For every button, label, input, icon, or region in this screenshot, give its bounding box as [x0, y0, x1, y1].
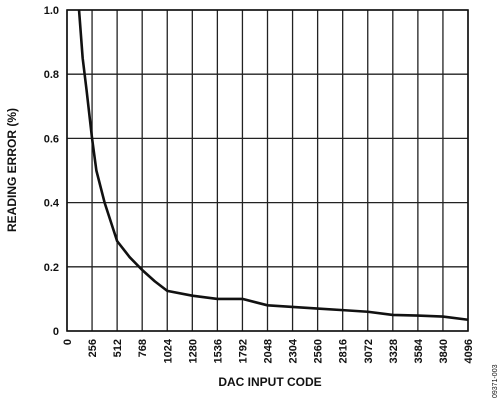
x-tick-label: 2816 [338, 339, 350, 363]
x-tick-label: 4096 [463, 339, 475, 363]
y-tick-label: 0.2 [44, 262, 59, 274]
y-tick-label: 0.6 [44, 133, 59, 145]
x-tick-label: 3328 [388, 339, 400, 363]
x-tick-label: 2304 [288, 338, 300, 363]
y-tick-label: 0 [53, 326, 59, 338]
y-tick-label: 0.4 [44, 198, 60, 210]
x-tick-label: 1024 [162, 338, 174, 363]
x-tick-label: 2048 [263, 339, 275, 363]
x-tick-label: 512 [112, 339, 124, 357]
y-axis-label: READING ERROR (%) [5, 108, 19, 232]
data-line [77, 9, 469, 322]
x-tick-label: 1792 [237, 339, 249, 363]
plot-frame [66, 9, 469, 332]
y-tick-label: 0.8 [44, 69, 59, 81]
x-tick-label: 1280 [187, 339, 199, 363]
y-tick-label: 1.0 [44, 5, 59, 17]
x-tick-label: 0 [62, 339, 74, 345]
x-tick-label: 3584 [413, 338, 425, 363]
x-axis-label: DAC INPUT CODE [218, 375, 321, 389]
x-tick-label: 3072 [363, 339, 375, 363]
x-tick-label: 3840 [438, 339, 450, 363]
x-tick-label: 256 [87, 339, 99, 357]
x-tick-label: 2560 [313, 339, 325, 363]
figure-id: 09371-003 [492, 364, 499, 398]
x-tick-label: 1536 [212, 339, 224, 363]
x-tick-label: 768 [137, 339, 149, 357]
